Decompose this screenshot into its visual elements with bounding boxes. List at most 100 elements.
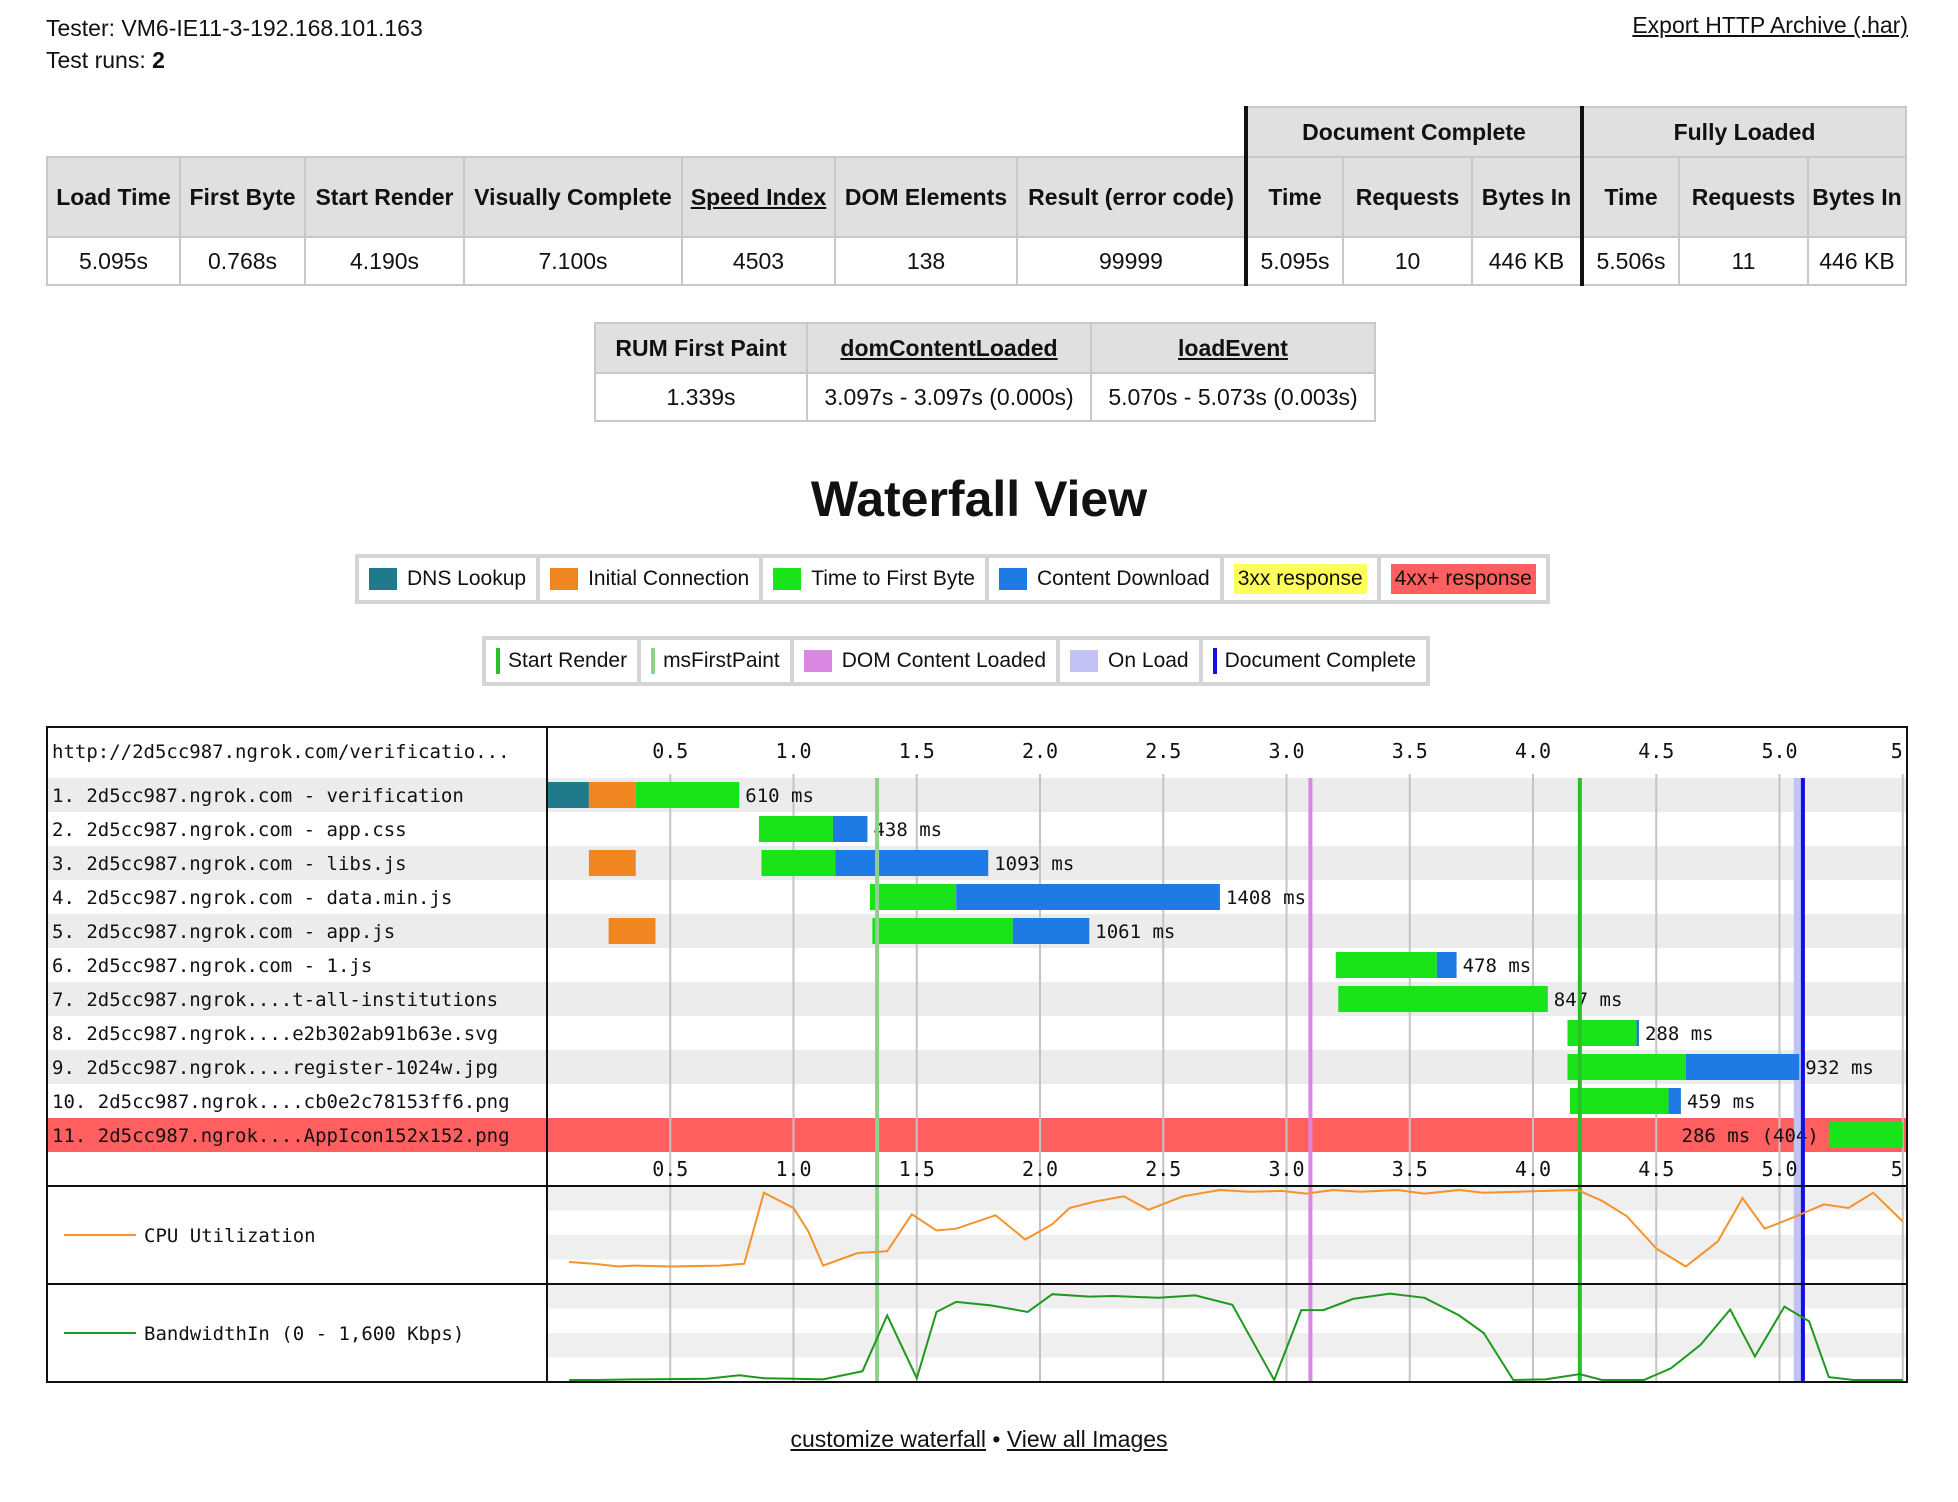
group-fully-loaded: Fully Loaded: [1580, 106, 1907, 158]
hdr-first-byte: First Byte: [179, 156, 306, 238]
hdr-start-render: Start Render: [304, 156, 465, 238]
axis-tick-label: 3.5: [1392, 1157, 1428, 1181]
hdr-doc-time: Time: [1244, 156, 1344, 238]
val-doc-bytes: 446 KB: [1471, 236, 1583, 286]
runs-line: Test runs: 2: [46, 44, 423, 76]
legend-on-load: On Load: [1060, 640, 1199, 682]
legend-doc-complete-label: Document Complete: [1224, 649, 1417, 672]
ttfb-bar: [1567, 1054, 1686, 1080]
summary-spacer: [47, 107, 1246, 157]
legend-4xx-label: 4xx+ response: [1390, 564, 1536, 594]
legend-dns: DNS Lookup: [359, 558, 537, 600]
hdr-load-time: Load Time: [46, 156, 181, 238]
speed-index-link[interactable]: Speed Index: [690, 183, 827, 210]
duration-label: 459 ms: [1687, 1091, 1756, 1113]
export-har-link[interactable]: Export HTTP Archive (.har): [1632, 12, 1908, 38]
page-url-label: http://2d5cc987.ngrok.com/verificatio...: [52, 741, 510, 763]
duration-label: 288 ms: [1645, 1023, 1714, 1045]
graph-stripe: [547, 1333, 1906, 1358]
axis-tick-label: 3.0: [1268, 1157, 1304, 1181]
val-full-requests: 11: [1678, 236, 1809, 286]
legend-start-render-label: Start Render: [508, 649, 628, 672]
legend-4xx: 4xx+ response: [1380, 558, 1546, 600]
download-bar: [1012, 918, 1090, 944]
duration-label: 610 ms: [745, 785, 814, 807]
ttfb-bar: [761, 850, 836, 876]
hdr-speed-index[interactable]: Speed Index: [681, 156, 836, 238]
val-first-byte: 0.768s: [179, 236, 306, 286]
duration-label: 286 ms (404): [1682, 1125, 1819, 1147]
runs-value: 2: [152, 47, 165, 73]
request-label: 3. 2d5cc987.ngrok.com - libs.js: [52, 853, 407, 875]
axis-tick-label: 5.: [1891, 1157, 1908, 1181]
row-stripe: [48, 778, 1906, 812]
axis-tick-label: 5.: [1891, 739, 1908, 763]
graph-stripe: [547, 1235, 1906, 1260]
connect-bar: [608, 918, 656, 944]
axis-tick-label: 4.0: [1515, 1157, 1551, 1181]
document-complete-line-swatch: [1212, 648, 1217, 674]
legend-3xx: 3xx response: [1223, 558, 1377, 600]
bandwidth-label: BandwidthIn (0 - 1,600 Kbps): [144, 1323, 464, 1345]
legend-ms-first-paint: msFirstPaint: [641, 640, 790, 682]
hdr-full-requests: Requests: [1678, 156, 1809, 238]
hdr-dom-content-loaded[interactable]: domContentLoaded: [806, 322, 1092, 374]
request-label: 1. 2d5cc987.ngrok.com - verification: [52, 785, 464, 807]
axis-tick-label: 1.0: [775, 739, 811, 763]
request-label: 10. 2d5cc987.ngrok....cb0e2c78153ff6.png: [52, 1091, 510, 1113]
val-speed-index: 4503: [681, 236, 836, 286]
download-bar: [835, 850, 989, 876]
hdr-load-event[interactable]: loadEvent: [1090, 322, 1376, 374]
legend-on-load-label: On Load: [1108, 649, 1189, 672]
hdr-result: Result (error code): [1016, 156, 1247, 238]
footer-separator: •: [992, 1426, 1001, 1452]
summary-table: Document Complete Fully Loaded Load Time…: [46, 106, 1907, 286]
tester-info: Tester: VM6-IE11-3-192.168.101.163 Test …: [46, 12, 423, 76]
graph-stripe: [547, 1284, 1906, 1309]
view-all-images-link[interactable]: View all Images: [1006, 1426, 1168, 1452]
axis-tick-label: 3.0: [1268, 739, 1304, 763]
axis-tick-label: 2.5: [1145, 1157, 1181, 1181]
axis-tick-label: 1.5: [899, 739, 935, 763]
download-bar: [1668, 1088, 1681, 1114]
axis-tick-label: 1.0: [775, 1157, 811, 1181]
row-stripe: [48, 982, 1906, 1016]
val-load-time: 5.095s: [46, 236, 181, 286]
hdr-full-bytes: Bytes In: [1807, 156, 1907, 238]
request-label: 7. 2d5cc987.ngrok....t-all-institutions: [52, 989, 498, 1011]
duration-label: 847 ms: [1554, 989, 1623, 1011]
dns-swatch: [369, 568, 397, 590]
ttfb-bar: [1569, 1088, 1669, 1114]
download-swatch: [998, 568, 1027, 590]
request-label: 9. 2d5cc987.ngrok....register-1024w.jpg: [52, 1057, 498, 1079]
legend-markers: Start Render msFirstPaint DOM Content Lo…: [482, 636, 1431, 686]
connect-bar: [588, 782, 636, 808]
axis-tick-label: 5.0: [1761, 739, 1797, 763]
legend-download: Content Download: [988, 558, 1220, 600]
legend-request-types: DNS Lookup Initial Connection Time to Fi…: [355, 554, 1550, 604]
on-load-swatch: [1070, 650, 1099, 672]
duration-label: 1408 ms: [1226, 887, 1306, 909]
val-result: 99999: [1016, 236, 1247, 286]
waterfall-title: Waterfall View: [810, 471, 1148, 527]
legend-ttfb-label: Time to First Byte: [811, 567, 975, 590]
load-event-link[interactable]: loadEvent: [1178, 334, 1288, 361]
axis-tick-label: 4.5: [1638, 739, 1674, 763]
request-label: 4. 2d5cc987.ngrok.com - data.min.js: [52, 887, 452, 909]
request-label: 5. 2d5cc987.ngrok.com - app.js: [52, 921, 395, 943]
connect-bar: [588, 850, 636, 876]
dns-bar: [547, 782, 589, 808]
tester-value: VM6-IE11-3-192.168.101.163: [121, 15, 423, 41]
hdr-full-time: Time: [1580, 156, 1680, 238]
legend-download-label: Content Download: [1036, 567, 1210, 590]
val-load-event: 5.070s - 5.073s (0.003s): [1090, 372, 1376, 422]
axis-tick-label: 4.5: [1638, 1157, 1674, 1181]
axis-tick-label: 3.5: [1392, 739, 1428, 763]
val-start-render: 4.190s: [304, 236, 465, 286]
footer-links: customize waterfall • View all Images: [0, 1426, 1958, 1453]
tester-line: Tester: VM6-IE11-3-192.168.101.163: [46, 12, 423, 44]
dom-content-loaded-link[interactable]: domContentLoaded: [840, 334, 1058, 361]
customize-waterfall-link[interactable]: customize waterfall: [790, 1426, 987, 1452]
legend-ms-first-paint-label: msFirstPaint: [663, 649, 780, 672]
group-document-complete: Document Complete: [1244, 106, 1583, 158]
